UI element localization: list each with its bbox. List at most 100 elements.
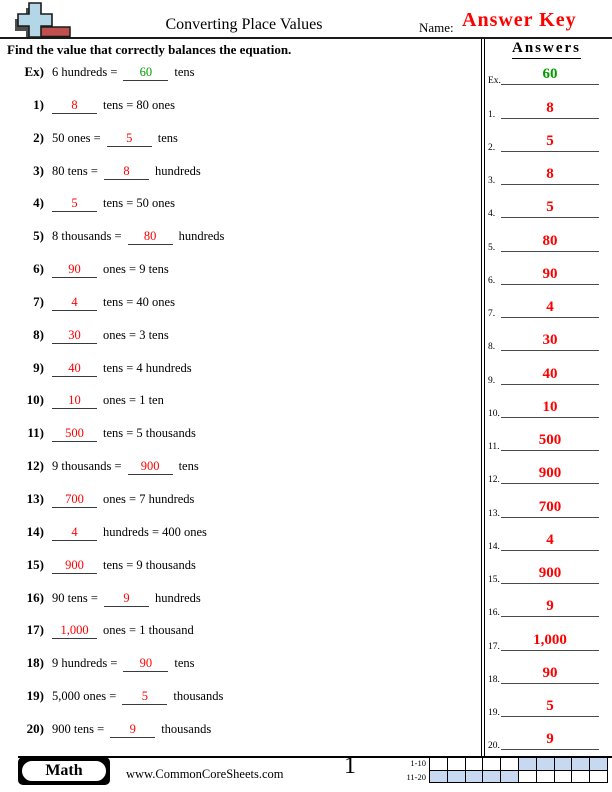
answer-line xyxy=(501,649,599,651)
problem-number: 12) xyxy=(26,458,44,474)
score-cell xyxy=(589,769,608,783)
score-cell xyxy=(429,757,448,771)
problem-text-after-blank: tens = 5 thousands xyxy=(103,426,196,441)
problem-number: 18) xyxy=(26,655,44,671)
problem-text-after-blank: thousands xyxy=(173,689,224,704)
problem-row: 2) 50 ones = 5 tens xyxy=(6,126,478,159)
problem-number: 9) xyxy=(33,359,44,375)
score-cell xyxy=(571,757,591,771)
answer-value: 90 xyxy=(542,265,558,282)
problem-answer-blank: 700 xyxy=(52,492,97,508)
answers-heading: Answers xyxy=(488,39,605,59)
problem-number: 20) xyxy=(26,720,44,736)
problem-number: 17) xyxy=(26,622,44,638)
answer-number: 6. xyxy=(488,275,496,286)
problem-answer-blank: 500 xyxy=(52,426,97,443)
score-cell xyxy=(429,769,448,783)
answer-number: 10. xyxy=(488,408,500,419)
answer-value: 8 xyxy=(546,166,554,182)
problem-number: 16) xyxy=(26,589,44,605)
problem-answer-blank: 90 xyxy=(52,262,97,279)
answer-line xyxy=(501,682,599,684)
website-url: www.CommonCoreSheets.com xyxy=(126,767,284,781)
problem-number: 19) xyxy=(26,688,44,704)
problem-text-before-blank: 8 thousands = xyxy=(52,229,122,244)
answer-value: 30 xyxy=(542,332,558,349)
answer-row: 1,000 17. xyxy=(488,622,605,655)
answer-line xyxy=(501,84,599,86)
problem-text-after-blank: ones = 9 tens xyxy=(103,262,169,277)
problem-answer-blank: 10 xyxy=(52,393,97,410)
answer-number: 9. xyxy=(488,375,496,386)
answer-row: 5 4. xyxy=(488,190,605,223)
answers-list: 60 Ex. 8 1. 5 2. 8 3. 5 4. 80 xyxy=(488,57,605,755)
answer-number: 8. xyxy=(488,342,496,353)
problem-row: 9) 40 tens = 4 hundreds xyxy=(6,356,478,389)
problem-answer-blank: 1,000 xyxy=(52,623,97,640)
answer-value: 9 xyxy=(546,598,554,615)
score-grid: 1-10 11-20 xyxy=(396,757,608,784)
answer-row: 30 8. xyxy=(488,323,605,356)
problem-text-after-blank: tens = 4 hundreds xyxy=(103,360,192,375)
problem-text-after-blank: hundreds xyxy=(154,590,201,605)
answer-value: 80 xyxy=(542,232,558,249)
answer-line xyxy=(501,150,599,152)
answer-value: 9 xyxy=(546,731,554,748)
answer-row: 10 10. xyxy=(488,390,605,423)
score-cell xyxy=(571,769,591,783)
problem-text-after-blank: thousands xyxy=(161,721,212,736)
answer-value: 700 xyxy=(538,498,562,515)
answer-line xyxy=(501,749,599,751)
answer-row: 5 2. xyxy=(488,124,605,157)
answer-row: 9 16. xyxy=(488,589,605,622)
score-cell xyxy=(535,757,555,771)
answer-row: 60 Ex. xyxy=(488,57,605,90)
problem-answer-blank: 900 xyxy=(127,459,173,476)
score-cell xyxy=(517,757,537,771)
answer-row: 500 11. xyxy=(488,423,605,456)
problem-answer-blank: 5 xyxy=(52,196,97,213)
answer-row: 40 9. xyxy=(488,356,605,389)
answer-number: Ex. xyxy=(488,76,501,87)
page-number: 1 xyxy=(344,753,356,779)
problem-row: 3) 80 tens = 8 hundreds xyxy=(6,159,478,192)
page-title: Converting Place Values xyxy=(165,16,323,33)
answer-row: 80 5. xyxy=(488,223,605,256)
problem-row: 10) 10 ones = 1 ten xyxy=(6,388,478,421)
answer-value: 40 xyxy=(542,365,558,382)
problem-row: 1) 8 tens = 80 ones xyxy=(6,93,478,126)
problem-answer-blank: 90 xyxy=(123,656,169,673)
score-cell xyxy=(464,769,484,783)
problem-answer-blank: 4 xyxy=(52,525,97,541)
answer-number: 2. xyxy=(488,142,496,153)
answer-value: 900 xyxy=(538,465,562,482)
problem-number: Ex) xyxy=(24,64,45,79)
answer-value: 5 xyxy=(546,698,554,714)
score-grid-row-label: 11-20 xyxy=(406,771,426,782)
answer-value: 4 xyxy=(546,531,554,548)
problem-row: 14) 4 hundreds = 400 ones xyxy=(6,520,478,553)
answer-line xyxy=(501,549,599,551)
score-cell xyxy=(553,757,573,771)
answer-number: 5. xyxy=(488,242,496,253)
problem-answer-blank: 40 xyxy=(52,361,97,377)
problem-text-before-blank: 80 tens = xyxy=(52,163,98,178)
answer-line xyxy=(501,117,599,119)
problem-number: 13) xyxy=(26,490,44,506)
score-cell xyxy=(446,769,466,783)
problem-text-before-blank: 50 ones = xyxy=(52,130,101,145)
answer-number: 20. xyxy=(488,741,500,752)
answer-value: 5 xyxy=(546,199,554,216)
answer-line xyxy=(501,350,599,352)
answer-number: 12. xyxy=(488,475,500,486)
problem-row: 17) 1,000 ones = 1 thousand xyxy=(6,618,478,651)
answer-line xyxy=(501,217,599,219)
answer-row: 9 20. xyxy=(488,722,605,755)
score-grid-row: 11-20 xyxy=(396,769,608,784)
problem-row: 4) 5 tens = 50 ones xyxy=(6,191,478,224)
answer-line xyxy=(501,317,599,318)
answer-number: 1. xyxy=(488,109,496,120)
header-rule xyxy=(0,37,612,39)
problem-row: 20) 900 tens = 9 thousands xyxy=(6,717,478,750)
